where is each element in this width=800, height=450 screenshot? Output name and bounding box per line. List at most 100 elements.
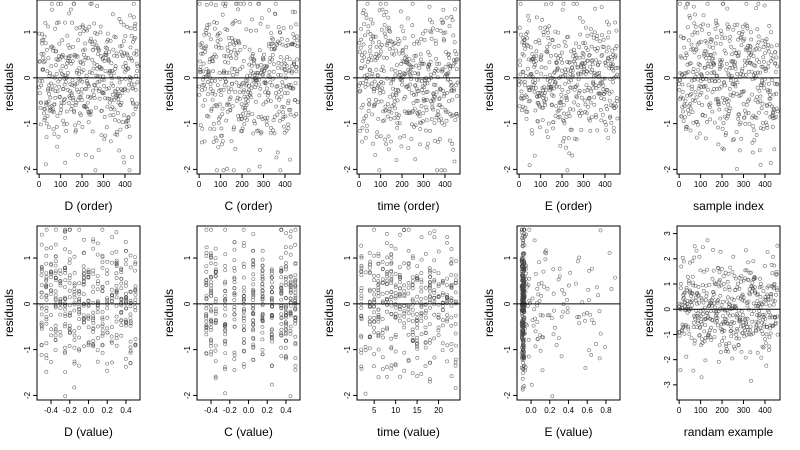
data-point bbox=[56, 1, 60, 6]
data-point bbox=[444, 91, 449, 95]
data-point bbox=[764, 37, 769, 42]
data-point bbox=[255, 64, 260, 69]
data-point bbox=[209, 293, 214, 298]
data-point bbox=[256, 128, 261, 133]
data-point bbox=[714, 309, 719, 314]
data-point bbox=[427, 53, 432, 58]
data-point bbox=[100, 315, 105, 320]
data-point bbox=[426, 62, 431, 67]
data-point bbox=[233, 146, 238, 151]
data-point bbox=[53, 49, 58, 54]
data-point bbox=[48, 71, 53, 76]
data-point bbox=[251, 272, 256, 277]
data-point bbox=[733, 287, 738, 292]
data-point bbox=[241, 327, 246, 332]
data-point bbox=[696, 122, 700, 127]
data-point bbox=[220, 139, 225, 144]
data-point bbox=[133, 260, 138, 265]
data-point bbox=[736, 281, 740, 286]
data-point bbox=[133, 293, 138, 297]
data-point bbox=[545, 45, 550, 50]
data-point bbox=[114, 276, 119, 280]
data-point bbox=[63, 268, 67, 273]
data-point bbox=[539, 54, 543, 59]
data-point bbox=[427, 231, 432, 236]
data-point bbox=[607, 91, 612, 96]
data-point bbox=[367, 97, 372, 102]
data-point bbox=[110, 293, 114, 298]
data-point bbox=[772, 108, 776, 113]
data-point bbox=[760, 81, 765, 86]
data-point bbox=[588, 128, 593, 133]
data-point bbox=[561, 309, 566, 314]
data-point bbox=[713, 41, 718, 46]
data-point bbox=[414, 274, 419, 278]
data-point bbox=[206, 114, 211, 119]
y-tick-label: 1 bbox=[663, 281, 672, 286]
data-point bbox=[600, 52, 605, 57]
data-point bbox=[749, 30, 753, 35]
data-point bbox=[357, 89, 362, 94]
data-point bbox=[702, 329, 707, 334]
data-point bbox=[367, 251, 372, 255]
data-point bbox=[754, 133, 759, 137]
data-point bbox=[74, 26, 79, 31]
data-point bbox=[76, 38, 81, 43]
data-point bbox=[39, 269, 44, 274]
data-point bbox=[686, 327, 691, 332]
data-point bbox=[86, 340, 91, 345]
data-point bbox=[119, 323, 124, 328]
data-point bbox=[447, 55, 452, 60]
data-point bbox=[435, 75, 440, 80]
data-point bbox=[735, 54, 740, 59]
x-axis-title: D (value) bbox=[64, 425, 113, 439]
data-point bbox=[368, 322, 373, 327]
data-point bbox=[373, 102, 378, 107]
data-point bbox=[374, 134, 379, 139]
data-point bbox=[564, 96, 569, 100]
data-point bbox=[722, 282, 726, 286]
data-point bbox=[766, 65, 770, 70]
data-point bbox=[545, 286, 550, 291]
data-point bbox=[359, 27, 363, 31]
data-point bbox=[741, 102, 746, 106]
data-point bbox=[724, 308, 729, 312]
data-point bbox=[591, 86, 595, 91]
data-point bbox=[772, 147, 777, 152]
data-point bbox=[737, 112, 741, 117]
data-point bbox=[609, 287, 614, 291]
data-point bbox=[762, 322, 766, 327]
data-point bbox=[596, 63, 601, 68]
data-point bbox=[267, 70, 272, 74]
data-point bbox=[76, 98, 80, 103]
data-point bbox=[225, 45, 230, 50]
data-point bbox=[598, 80, 603, 85]
data-point bbox=[743, 268, 748, 273]
data-point bbox=[533, 40, 538, 44]
data-point bbox=[209, 309, 214, 314]
data-point bbox=[43, 107, 47, 112]
data-point bbox=[521, 251, 526, 256]
data-point bbox=[449, 14, 454, 19]
data-point bbox=[237, 96, 242, 101]
data-point bbox=[40, 266, 44, 271]
data-point bbox=[90, 71, 94, 75]
data-point bbox=[91, 344, 96, 349]
data-point bbox=[419, 280, 424, 285]
data-point bbox=[520, 332, 525, 337]
data-point bbox=[571, 68, 575, 73]
data-point bbox=[715, 315, 720, 320]
data-point bbox=[114, 249, 119, 254]
data-point bbox=[706, 53, 711, 58]
data-point bbox=[445, 299, 450, 304]
data-point bbox=[710, 89, 715, 94]
data-point bbox=[549, 316, 554, 321]
data-point bbox=[95, 359, 100, 364]
data-point bbox=[86, 270, 91, 275]
data-point bbox=[427, 337, 432, 342]
data-point bbox=[53, 304, 58, 309]
data-point bbox=[237, 90, 242, 95]
x-tick-label: 0 bbox=[677, 406, 682, 415]
data-point bbox=[578, 72, 583, 77]
data-point bbox=[521, 357, 526, 362]
